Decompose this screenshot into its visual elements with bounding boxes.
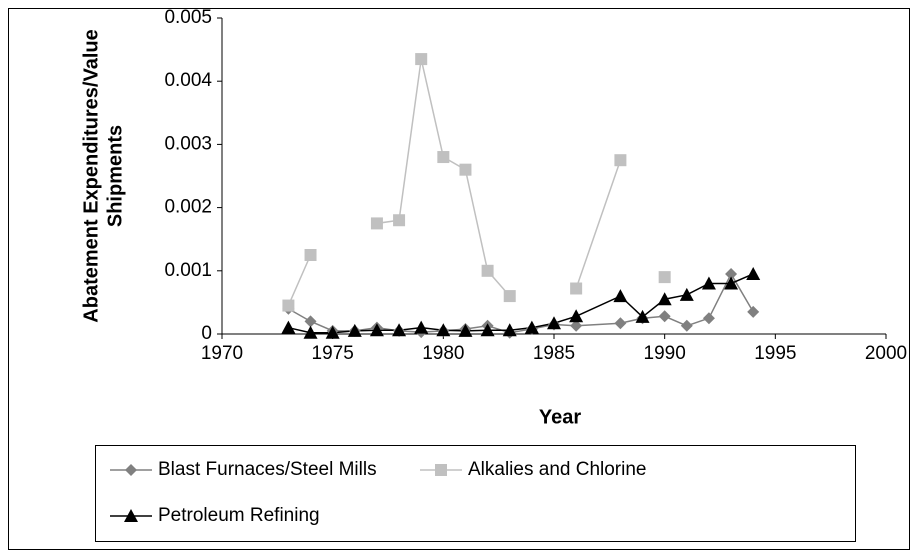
y-tick-label: 0: [201, 323, 212, 344]
y-tick-label: 0.003: [164, 133, 212, 154]
marker: [124, 509, 138, 522]
x-axis-title: Year: [539, 406, 581, 428]
marker: [724, 276, 739, 290]
y-axis-title: Abatement Expenditures/Value Shipments: [80, 29, 126, 322]
marker: [414, 320, 429, 334]
marker: [304, 315, 317, 328]
marker: [725, 267, 738, 280]
marker: [437, 151, 450, 164]
marker: [481, 264, 494, 277]
marker: [282, 299, 295, 312]
marker: [657, 292, 672, 306]
marker: [304, 249, 317, 261]
y-tick-label: 0.002: [164, 197, 212, 218]
marker: [370, 217, 383, 230]
x-tick-label: 1995: [754, 343, 796, 364]
marker: [415, 53, 428, 66]
marker: [392, 323, 407, 337]
x-tick-label: 1970: [201, 343, 243, 364]
marker: [502, 323, 517, 337]
legend-box: [95, 445, 856, 542]
marker: [503, 290, 516, 303]
legend-label: Petroleum Refining: [158, 505, 320, 526]
y-tick-label: 0.005: [164, 7, 212, 28]
marker: [325, 325, 340, 339]
marker: [436, 323, 451, 337]
marker: [614, 317, 627, 330]
marker: [569, 309, 584, 323]
y-axis-title-line: Shipments: [104, 125, 126, 227]
marker: [459, 163, 472, 176]
marker: [125, 464, 137, 476]
marker: [701, 276, 716, 290]
x-tick-label: 2000: [865, 343, 907, 364]
x-tick-label: 1985: [533, 343, 575, 364]
marker: [702, 312, 715, 325]
marker: [570, 282, 583, 295]
marker: [458, 323, 473, 337]
x-tick-label: 1975: [312, 343, 354, 364]
legend-label: Alkalies and Chlorine: [468, 459, 647, 480]
marker: [480, 323, 495, 337]
marker: [658, 310, 671, 323]
marker: [369, 323, 384, 337]
marker: [746, 266, 761, 280]
marker: [393, 214, 406, 227]
marker: [635, 309, 650, 323]
y-tick-label: 0.001: [164, 260, 212, 281]
marker: [570, 319, 583, 332]
marker: [435, 464, 447, 476]
marker: [303, 325, 318, 339]
marker: [547, 316, 561, 330]
marker: [347, 323, 362, 337]
marker: [613, 289, 628, 303]
marker: [680, 319, 693, 332]
y-tick-label: 0.004: [164, 70, 212, 91]
marker: [281, 320, 296, 334]
marker: [679, 287, 694, 301]
y-axis-title-line: Abatement Expenditures/Value: [80, 29, 102, 322]
legend-label: Blast Furnaces/Steel Mills: [158, 459, 377, 480]
marker: [524, 320, 539, 334]
marker: [658, 271, 671, 284]
marker: [614, 154, 627, 167]
x-tick-label: 1990: [644, 343, 686, 364]
marker: [747, 305, 760, 318]
x-tick-label: 1980: [422, 343, 464, 364]
